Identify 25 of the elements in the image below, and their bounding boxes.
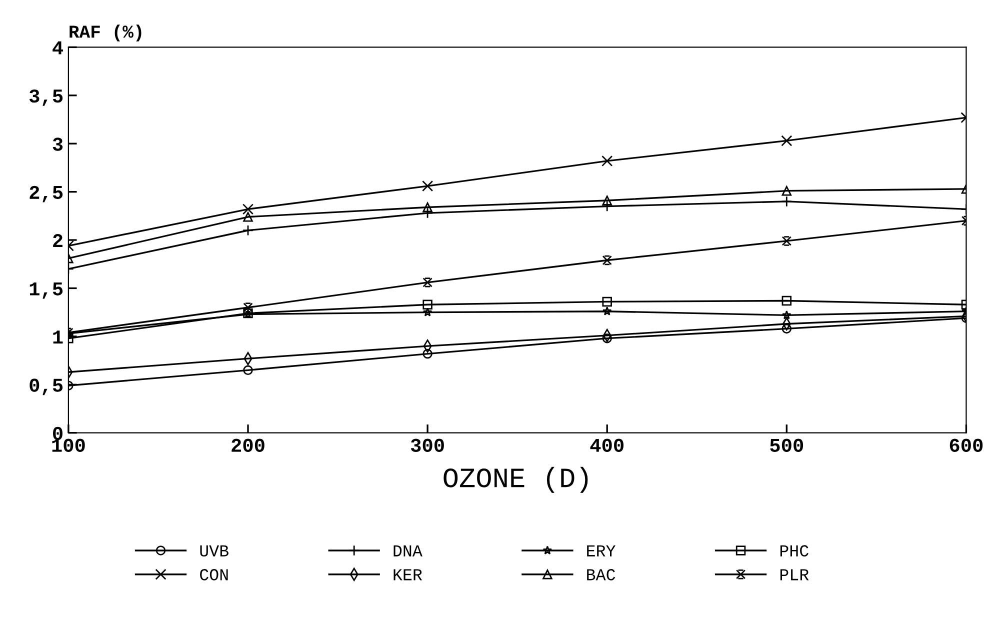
y-tick-label: 2,5 [30, 186, 63, 202]
x-tick-label: 300 [410, 438, 444, 452]
x-tick-label: 200 [232, 438, 264, 452]
y-tick-label: 0 [53, 426, 62, 440]
legend-label: PLR [780, 569, 809, 580]
legend-label: BAC [587, 569, 616, 580]
y-tick-label: 1 [53, 330, 63, 344]
y-tick-label: 3 [52, 138, 63, 151]
y-tick-label: 3,5 [29, 89, 63, 106]
legend-label: PHC [780, 545, 808, 556]
y-tick-label: 2 [53, 234, 62, 248]
legend-label: KER [394, 569, 422, 580]
y-tick-label: 4 [52, 41, 64, 54]
x-tick-label: 600 [950, 438, 983, 452]
legend-label: UVB [200, 545, 228, 556]
x-tick-label: 400 [590, 438, 624, 452]
x-tick-label: 100 [52, 438, 85, 452]
legend-label: ERY [587, 545, 616, 556]
y-axis-title: RAF (%) [70, 24, 142, 42]
y-tick-label: 0,5 [30, 378, 63, 396]
x-axis-title: OZONE (D) [444, 466, 588, 493]
y-tick-label: 1,5 [30, 282, 63, 299]
legend-label: DNA [394, 545, 422, 556]
legend-label: CON [200, 569, 228, 580]
x-tick-label: 500 [770, 438, 804, 452]
